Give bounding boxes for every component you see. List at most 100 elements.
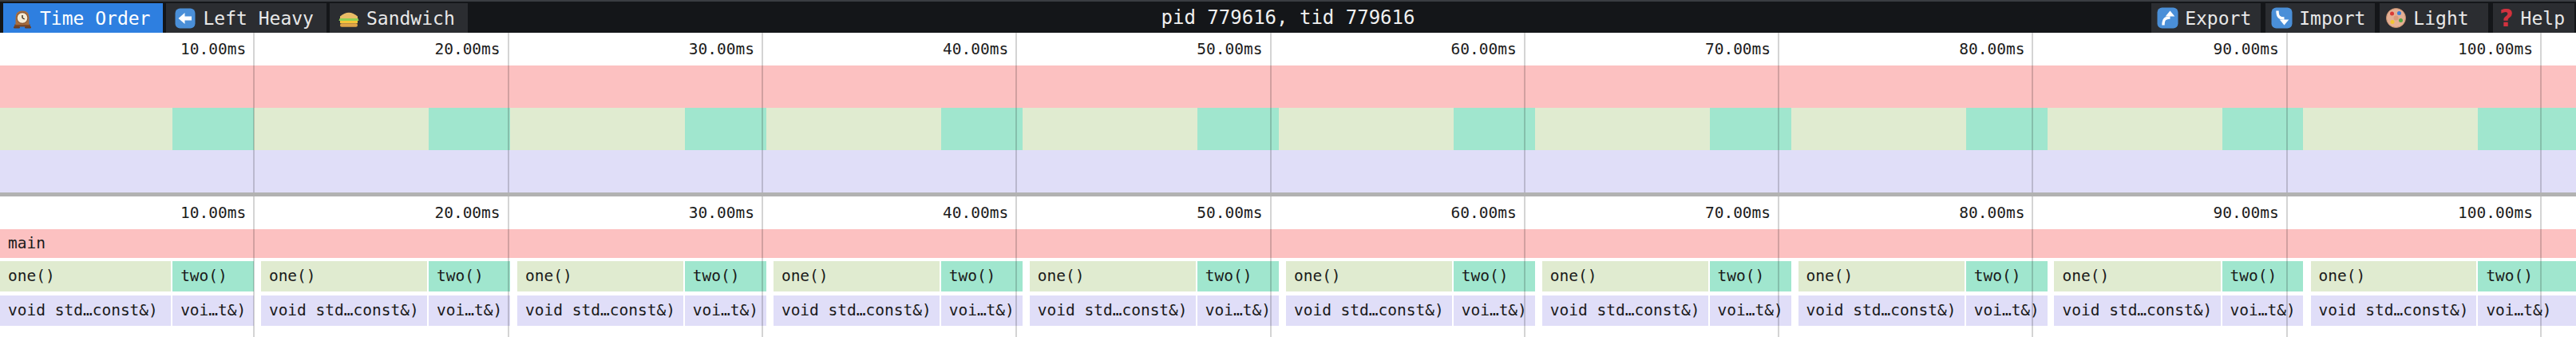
gridline bbox=[1778, 196, 1779, 337]
button-label: Help bbox=[2521, 8, 2565, 29]
frame-one[interactable]: one() bbox=[2054, 261, 2220, 291]
frame-child[interactable]: voi…t&) bbox=[1454, 295, 1535, 326]
minimap-two-segment bbox=[429, 108, 510, 150]
frame-one[interactable]: one() bbox=[517, 261, 683, 291]
frame-two[interactable]: two() bbox=[2222, 261, 2304, 291]
frame-one[interactable]: one() bbox=[1030, 261, 1196, 291]
gridline bbox=[1524, 196, 1525, 337]
frame-one[interactable]: one() bbox=[2311, 261, 2477, 291]
ruler-label: 70.00ms bbox=[1611, 196, 1771, 229]
ruler-label: 40.00ms bbox=[849, 33, 1008, 65]
frame-child[interactable]: void std…const&) bbox=[774, 295, 940, 326]
gridline bbox=[1015, 196, 1017, 337]
frame-child[interactable]: voi…t&) bbox=[1197, 295, 1279, 326]
frame-child[interactable]: voi…t&) bbox=[2478, 295, 2576, 326]
gridline bbox=[762, 33, 763, 192]
frame-child[interactable]: void std…const&) bbox=[2311, 295, 2477, 326]
frame-child[interactable]: void std…const&) bbox=[261, 295, 427, 326]
frame-one[interactable]: one() bbox=[774, 261, 940, 291]
frame-main[interactable]: main bbox=[0, 229, 2576, 258]
gridline bbox=[2540, 33, 2542, 192]
ruler-label: 60.00ms bbox=[1357, 33, 1517, 65]
speedscope-app: Time OrderLeft HeavySandwich pid 779616,… bbox=[0, 0, 2576, 337]
tab-label: Left Heavy bbox=[203, 8, 313, 29]
export-icon bbox=[2156, 6, 2179, 30]
frame-one[interactable]: one() bbox=[1798, 261, 1965, 291]
frame-child[interactable]: void std…const&) bbox=[1030, 295, 1196, 326]
ruler-label: 10.00ms bbox=[86, 196, 246, 229]
toolbar-buttons: Export Import Light ?Help bbox=[2151, 3, 2574, 33]
tab-left-heavy[interactable]: Left Heavy bbox=[166, 3, 326, 33]
export-button[interactable]: Export bbox=[2151, 3, 2261, 33]
ruler-label: 40.00ms bbox=[849, 196, 1008, 229]
ruler-label: 10.00ms bbox=[86, 33, 246, 65]
help-button[interactable]: ?Help bbox=[2493, 3, 2574, 33]
minimap-two-segment bbox=[2222, 108, 2304, 150]
gridline bbox=[2286, 196, 2288, 337]
ruler-label: 80.00ms bbox=[1865, 33, 2024, 65]
frame-one[interactable]: one() bbox=[1286, 261, 1452, 291]
flamechart[interactable]: mainone()void std…const&)two()voi…t&)one… bbox=[0, 196, 2576, 337]
frame-child[interactable]: voi…t&) bbox=[172, 295, 254, 326]
tab-label: Time Order bbox=[40, 8, 150, 29]
frame-two[interactable]: two() bbox=[172, 261, 254, 291]
ruler-label: 50.00ms bbox=[1103, 196, 1263, 229]
minimap-row-children bbox=[0, 150, 2576, 192]
frame-two[interactable]: two() bbox=[1454, 261, 1535, 291]
frame-two[interactable]: two() bbox=[2478, 261, 2576, 291]
frame-child[interactable]: voi…t&) bbox=[685, 295, 766, 326]
minimap-two-segment bbox=[1197, 108, 1279, 150]
ruler-label: 80.00ms bbox=[1865, 196, 2024, 229]
frame-one[interactable]: one() bbox=[1542, 261, 1708, 291]
button-label: Light bbox=[2413, 8, 2468, 29]
frame-child[interactable]: voi…t&) bbox=[941, 295, 1023, 326]
gridline bbox=[1270, 33, 1272, 192]
minimap-two-segment bbox=[1966, 108, 2048, 150]
ruler-label: 100.00ms bbox=[2373, 196, 2533, 229]
gridline bbox=[1524, 33, 1525, 192]
frame-child[interactable]: void std…const&) bbox=[0, 295, 171, 326]
import-button[interactable]: Import bbox=[2265, 3, 2375, 33]
gridline bbox=[2032, 33, 2033, 192]
ruler-label: 90.00ms bbox=[2119, 33, 2279, 65]
sandwich-icon bbox=[338, 7, 360, 30]
ruler-label: 70.00ms bbox=[1611, 33, 1771, 65]
ruler-label: 90.00ms bbox=[2119, 196, 2279, 229]
gridline bbox=[1270, 196, 1272, 337]
frame-child[interactable]: voi…t&) bbox=[429, 295, 510, 326]
tab-time-order[interactable]: Time Order bbox=[3, 3, 163, 33]
frame-two[interactable]: two() bbox=[941, 261, 1023, 291]
ruler-label: 50.00ms bbox=[1103, 33, 1263, 65]
button-label: Export bbox=[2185, 8, 2251, 29]
palette-icon bbox=[2384, 6, 2408, 30]
frame-child[interactable]: void std…const&) bbox=[1542, 295, 1708, 326]
ruler-label: 20.00ms bbox=[341, 33, 501, 65]
frame-one[interactable]: one() bbox=[261, 261, 427, 291]
frame-child[interactable]: void std…const&) bbox=[517, 295, 683, 326]
frame-two[interactable]: two() bbox=[429, 261, 510, 291]
button-label: Import bbox=[2299, 8, 2365, 29]
gridline bbox=[508, 196, 509, 337]
minimap[interactable]: 10.00ms20.00ms30.00ms40.00ms50.00ms60.00… bbox=[0, 33, 2576, 192]
gridline bbox=[762, 196, 763, 337]
clock-icon bbox=[11, 7, 34, 30]
ruler-label: 30.00ms bbox=[595, 196, 754, 229]
gridline bbox=[508, 33, 509, 192]
tab-sandwich[interactable]: Sandwich bbox=[330, 3, 468, 33]
frame-child[interactable]: void std…const&) bbox=[1798, 295, 1965, 326]
frame-child[interactable]: void std…const&) bbox=[2054, 295, 2220, 326]
gridline bbox=[2032, 196, 2033, 337]
frame-child[interactable]: voi…t&) bbox=[1966, 295, 2048, 326]
minimap-two-segment bbox=[172, 108, 254, 150]
light-button[interactable]: Light bbox=[2380, 3, 2487, 33]
ruler-label: 60.00ms bbox=[1357, 196, 1517, 229]
frame-two[interactable]: two() bbox=[685, 261, 766, 291]
frame-two[interactable]: two() bbox=[1966, 261, 2048, 291]
frame-two[interactable]: two() bbox=[1197, 261, 1279, 291]
minimap-two-segment bbox=[941, 108, 1023, 150]
minimap-two-segment bbox=[685, 108, 766, 150]
minimap-row-main bbox=[0, 65, 2576, 108]
frame-child[interactable]: voi…t&) bbox=[2222, 295, 2304, 326]
frame-one[interactable]: one() bbox=[0, 261, 171, 291]
frame-child[interactable]: void std…const&) bbox=[1286, 295, 1452, 326]
